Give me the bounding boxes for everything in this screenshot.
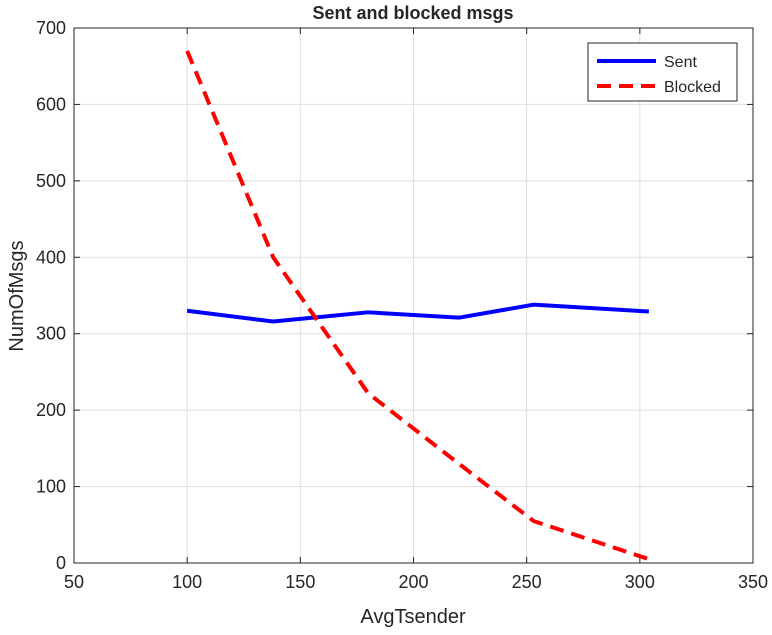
- x-tick-label: 50: [64, 572, 84, 592]
- y-tick-label: 200: [36, 400, 66, 420]
- y-axis-ticks: 0 100 200 300 400 500 600 700: [36, 18, 753, 573]
- x-tick-label: 100: [172, 572, 202, 592]
- x-tick-label: 300: [625, 572, 655, 592]
- legend-label-blocked: Blocked: [664, 79, 721, 96]
- x-tick-label: 150: [285, 572, 315, 592]
- series-lines: [185, 50, 650, 562]
- y-tick-label: 400: [36, 247, 66, 267]
- legend: Sent Blocked: [587, 42, 738, 102]
- legend-label-sent: Sent: [664, 54, 697, 71]
- series-line-sent: [186, 302, 650, 324]
- legend-box: [587, 42, 738, 102]
- x-tick-label: 350: [738, 572, 768, 592]
- chart-title: Sent and blocked msgs: [312, 3, 513, 23]
- y-axis-label: NumOfMsgs: [6, 240, 28, 351]
- y-tick-label: 600: [36, 94, 66, 114]
- y-tick-label: 500: [36, 171, 66, 191]
- y-tick-label: 0: [56, 553, 66, 573]
- y-tick-label: 100: [36, 477, 66, 497]
- x-axis-label: AvgTsender: [360, 606, 466, 628]
- y-tick-label: 700: [36, 18, 66, 38]
- x-axis-ticks: 50 100 150 200 250 300 350: [64, 28, 768, 592]
- x-tick-label: 200: [398, 572, 428, 592]
- x-tick-label: 250: [512, 572, 542, 592]
- series-line-blocked: [185, 50, 650, 562]
- y-tick-label: 300: [36, 324, 66, 344]
